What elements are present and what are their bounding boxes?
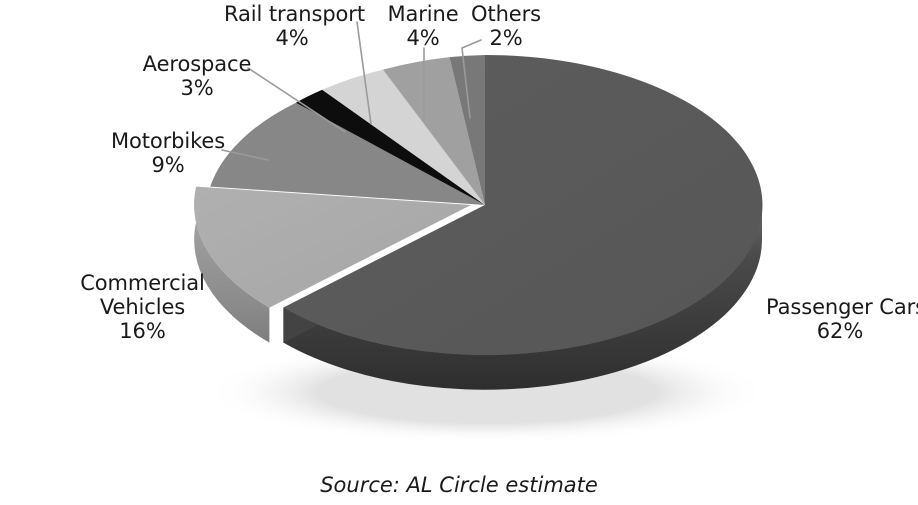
- source-note: Source: AL Circle estimate: [320, 473, 598, 497]
- slice-label-marine-category: Marine: [387, 2, 459, 26]
- slice-label-passenger-cars: Passenger Cars 62%: [766, 295, 918, 344]
- leader-line-motorbikes: [221, 149, 269, 161]
- slice-label-passenger-cars-percent: 62%: [816, 318, 864, 343]
- slice-label-others-percent: 2%: [489, 25, 523, 50]
- slice-top-aerospace: [295, 89, 485, 205]
- slice-label-motorbikes-percent: 9%: [151, 152, 185, 177]
- slice-side-commercial-vehicles: [194, 186, 270, 343]
- slice-top-passenger-cars: [283, 54, 763, 355]
- slice-side-passenger-cars: [283, 205, 762, 390]
- slice-label-others: Others 2%: [466, 2, 546, 51]
- slice-label-others-category: Others: [471, 2, 541, 26]
- slice-label-commercial-vehicles-category-line2: Vehicles: [99, 294, 186, 319]
- slice-top-others: [449, 55, 485, 205]
- slice-top-rail-transport: [322, 69, 485, 205]
- slice-label-aerospace: Aerospace 3%: [140, 52, 254, 101]
- slice-label-motorbikes-category: Motorbikes: [110, 129, 226, 153]
- slice-label-rail-transport-category: Rail transport: [224, 2, 365, 26]
- slice-label-passenger-cars-category: Passenger Cars: [766, 295, 918, 319]
- slice-label-aerospace-category: Aerospace: [142, 52, 252, 76]
- slice-top-motorbikes: [210, 102, 485, 205]
- slice-label-marine: Marine 4%: [375, 2, 471, 51]
- slice-label-motorbikes: Motorbikes 9%: [107, 129, 229, 178]
- slice-label-commercial-vehicles-category-line1: Commercial: [80, 271, 205, 295]
- slice-label-rail-transport-percent: 4%: [275, 25, 309, 50]
- slice-label-commercial-vehicles-percent: 16%: [119, 318, 166, 343]
- leader-line-rail-transport: [356, 21, 372, 125]
- slice-label-rail-transport: Rail transport 4%: [224, 2, 365, 51]
- slice-top-commercial-vehicles: [194, 186, 471, 308]
- slice-label-marine-percent: 4%: [406, 25, 440, 50]
- slice-label-aerospace-percent: 3%: [180, 75, 214, 100]
- leader-line-aerospace: [247, 67, 346, 133]
- slice-label-commercial-vehicles: Commercial Vehicles 16%: [80, 271, 205, 344]
- leader-line-others: [461, 39, 482, 119]
- slice-top-marine: [383, 57, 485, 205]
